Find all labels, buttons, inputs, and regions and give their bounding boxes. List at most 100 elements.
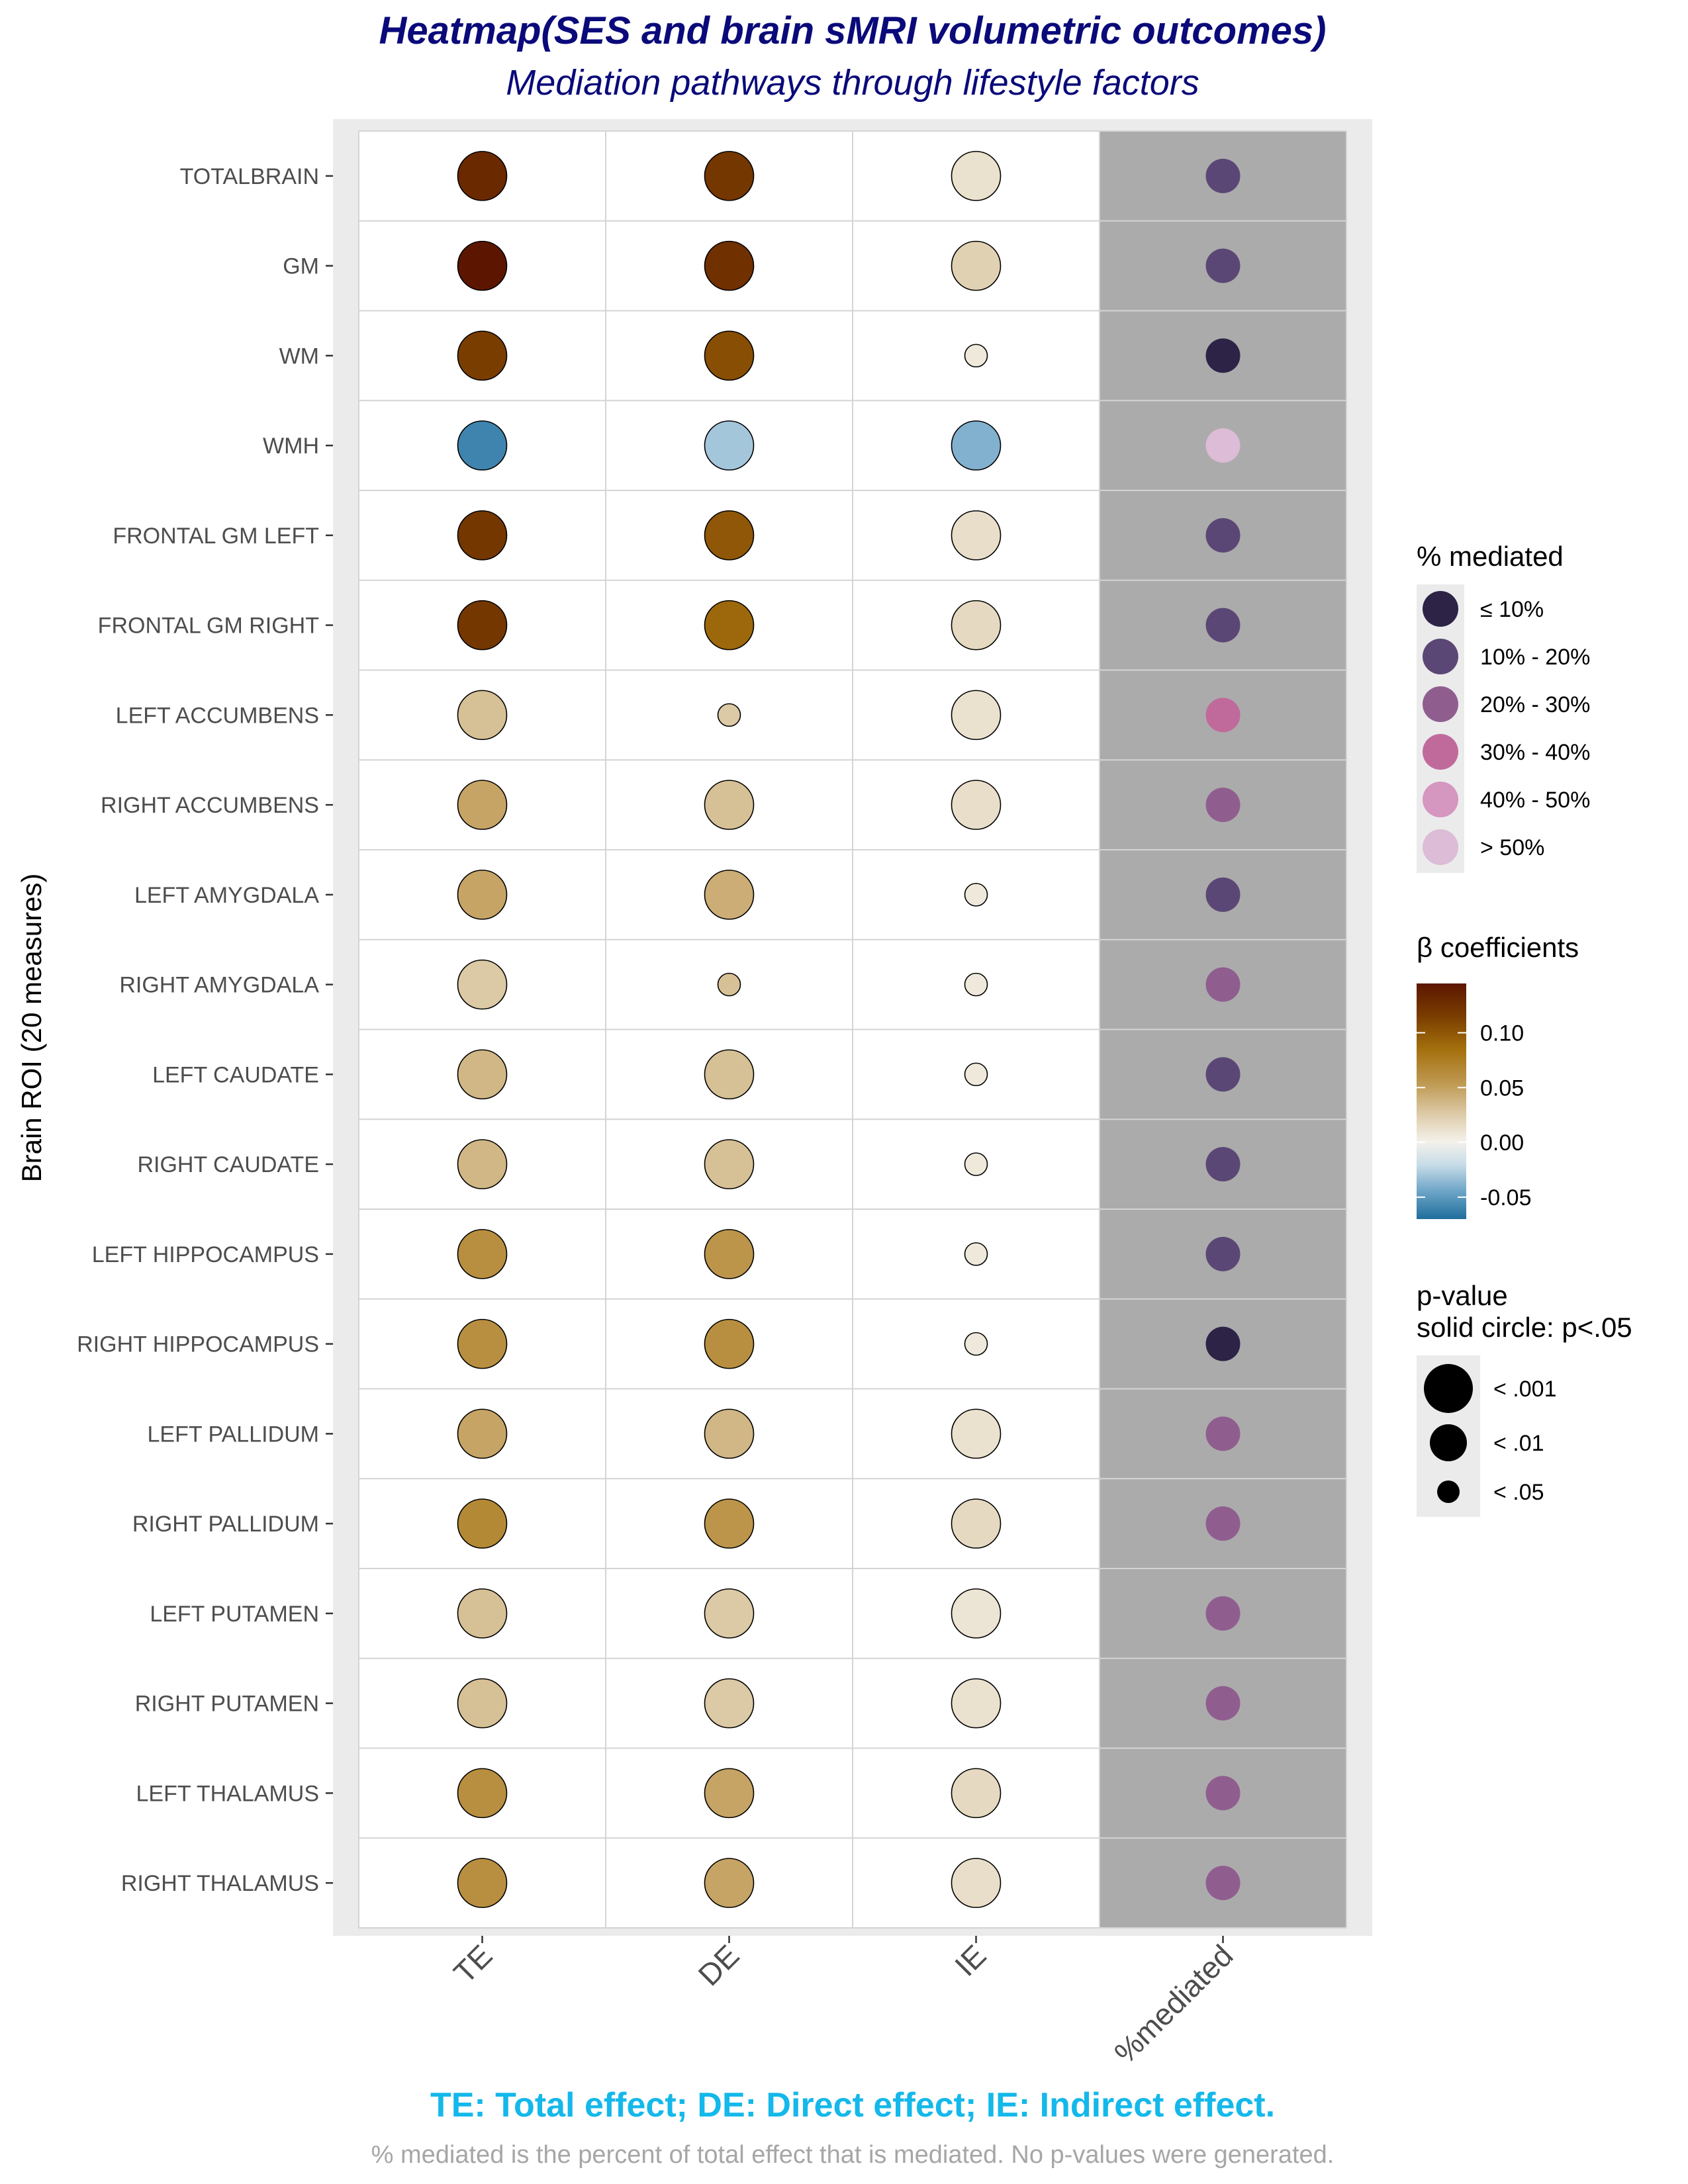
beta-colorbar-title: β coefficients: [1417, 932, 1579, 963]
beta-marker-te: [457, 510, 508, 561]
beta-marker-te: [457, 780, 508, 830]
row-label: WMH: [263, 433, 319, 459]
row-label: LEFT ACCUMBENS: [116, 703, 319, 728]
beta-marker-te: [457, 1229, 508, 1279]
pct-legend-label: 40% - 50%: [1480, 788, 1590, 813]
beta-marker-te: [457, 1318, 508, 1369]
beta-marker-de: [704, 510, 755, 561]
pvalue-legend-key: [1430, 1424, 1467, 1461]
pct-mediated-marker: [1205, 1147, 1241, 1182]
pct-mediated-marker: [1205, 698, 1241, 733]
pvalue-legend-title: p-value: [1417, 1280, 1508, 1311]
pvalue-legend-label: < .001: [1493, 1377, 1556, 1402]
row-label: FRONTAL GM LEFT: [113, 523, 319, 549]
beta-marker-ie: [951, 151, 1002, 201]
row-label: LEFT PUTAMEN: [150, 1602, 319, 1627]
beta-marker-ie: [951, 1498, 1002, 1549]
pct-legend-key: [1423, 639, 1458, 674]
column-label: DE: [692, 1938, 746, 1992]
pct-mediated-marker: [1205, 1326, 1241, 1361]
beta-marker-ie: [964, 343, 988, 368]
beta-marker-te: [457, 330, 508, 381]
pct-mediated-marker: [1205, 1506, 1241, 1541]
beta-marker-de: [704, 1678, 755, 1729]
row-label: LEFT THALAMUS: [136, 1781, 319, 1806]
pct-mediated-legend-items: ≤ 10% 10% - 20% 20% - 30% 30% - 40% 40% - 50…: [1423, 591, 1590, 865]
column-label: %mediated: [1107, 1938, 1240, 2070]
beta-marker-ie: [951, 780, 1002, 830]
row-label: FRONTAL GM RIGHT: [98, 614, 319, 639]
beta-marker-de: [704, 600, 755, 651]
pct-legend-key: [1423, 734, 1458, 770]
pct-mediated-marker: [1205, 1236, 1241, 1271]
beta-marker-de: [704, 240, 755, 291]
row-label: RIGHT HIPPOCAMPUS: [77, 1332, 319, 1357]
pct-mediated-marker: [1205, 877, 1241, 912]
heatmap-gridlines: [358, 130, 1347, 1929]
row-labels: TOTALBRAIN GM WM WMH FRONTAL GM LEFT FRONTAL …: [77, 164, 333, 1896]
pvalue-legend-key: [1437, 1480, 1460, 1503]
beta-marker-ie: [951, 510, 1002, 561]
row-label: RIGHT AMYGDALA: [119, 973, 319, 998]
pct-legend-label: > 50%: [1480, 835, 1544, 860]
beta-marker-de: [704, 1229, 755, 1279]
chart-title: Heatmap(SES and brain sMRI volumetric ou…: [379, 9, 1327, 52]
column-label: IE: [948, 1938, 993, 1983]
pct-mediated-marker: [1205, 1057, 1241, 1092]
row-label: RIGHT CAUDATE: [137, 1152, 319, 1177]
pct-mediated-marker: [1205, 338, 1241, 373]
beta-marker-te: [457, 151, 508, 201]
beta-marker-ie: [964, 1332, 988, 1356]
beta-marker-ie: [964, 972, 988, 997]
beta-marker-te: [457, 1408, 508, 1459]
beta-tick-label: 0.10: [1480, 1021, 1524, 1046]
beta-marker-ie: [964, 1152, 988, 1176]
pct-mediated-marker: [1205, 1416, 1241, 1451]
pct-mediated-marker: [1205, 1596, 1241, 1631]
beta-marker-te: [457, 959, 508, 1010]
beta-marker-ie: [964, 1242, 988, 1266]
pvalue-legend-subtitle: solid circle: p<.05: [1417, 1312, 1632, 1343]
pct-mediated-marker: [1205, 1686, 1241, 1721]
beta-marker-ie: [964, 883, 988, 907]
pct-legend-key: [1423, 686, 1458, 722]
beta-tick-label: -0.05: [1480, 1185, 1532, 1210]
beta-marker-ie: [951, 600, 1002, 651]
beta-marker-ie: [951, 1588, 1002, 1639]
row-label: LEFT HIPPOCAMPUS: [92, 1242, 319, 1267]
pct-mediated-marker: [1205, 967, 1241, 1002]
beta-colorbar-ticks: 0.10 0.05 0.00 -0.05: [1417, 1021, 1532, 1210]
row-label: RIGHT PUTAMEN: [135, 1692, 319, 1717]
beta-marker-de: [704, 1049, 755, 1100]
beta-marker-de: [704, 1318, 755, 1369]
beta-marker-te: [457, 1139, 508, 1189]
pct-mediated-marker: [1205, 788, 1241, 823]
pvalue-legend-key: [1424, 1364, 1473, 1413]
beta-marker-ie: [951, 240, 1002, 291]
pct-mediated-legend-title: % mediated: [1417, 541, 1564, 572]
beta-marker-te: [457, 420, 508, 471]
pct-legend-key: [1423, 829, 1458, 865]
pvalue-legend: p-value solid circle: p<.05 < .001 < .01 <…: [1417, 1280, 1632, 1517]
beta-marker-de: [704, 1498, 755, 1549]
row-label: LEFT PALLIDUM: [148, 1422, 319, 1447]
beta-marker-de: [704, 420, 755, 471]
beta-marker-ie: [951, 1408, 1002, 1459]
pct-legend-key: [1423, 782, 1458, 817]
beta-marker-ie: [951, 1768, 1002, 1819]
beta-marker-te: [457, 600, 508, 651]
beta-marker-te: [457, 1768, 508, 1819]
pct-mediated-marker: [1205, 248, 1241, 283]
beta-tick-label: 0.05: [1480, 1075, 1524, 1101]
pct-legend-label: ≤ 10%: [1480, 597, 1544, 622]
pct-mediated-legend-key-bg: [1417, 584, 1464, 873]
pvalue-legend-label: < .01: [1493, 1431, 1544, 1456]
pvalue-legend-label: < .05: [1493, 1480, 1544, 1505]
chart-subtitle: Mediation pathways through lifestyle fac…: [506, 63, 1199, 103]
column-labels: TE DE IE %mediated: [447, 1936, 1240, 2070]
beta-marker-de: [704, 1408, 755, 1459]
beta-marker-de: [704, 780, 755, 830]
heatmap-markers: [457, 151, 1241, 1908]
row-label: RIGHT THALAMUS: [121, 1871, 319, 1896]
pct-legend-label: 10% - 20%: [1480, 645, 1590, 670]
